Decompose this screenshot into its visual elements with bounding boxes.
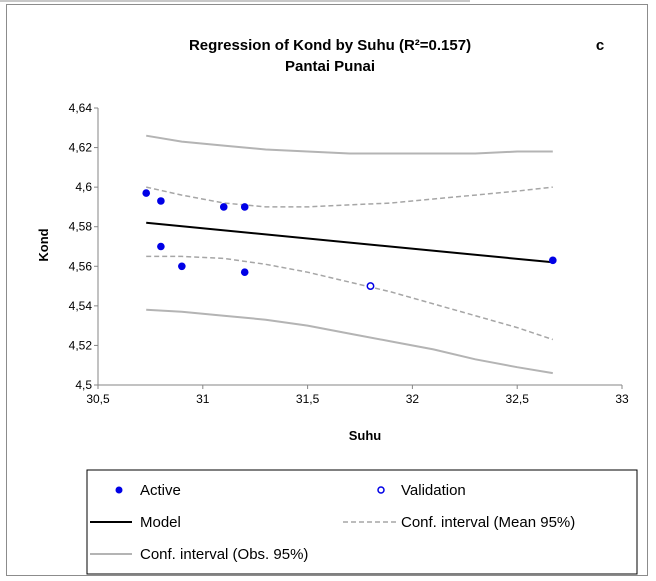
x-tick-label: 31 [196, 392, 210, 406]
y-tick-label: 4,54 [69, 299, 93, 313]
x-tick-label: 30,5 [86, 392, 110, 406]
x-tick-label: 32,5 [506, 392, 530, 406]
legend-model-label: Model [140, 514, 181, 531]
conf-mean-upper-line [146, 186, 553, 208]
model-line [146, 221, 553, 264]
x-tick-label: 33 [615, 392, 629, 406]
active-point [157, 197, 165, 205]
active-point [142, 189, 151, 197]
conf-mean-lower-line [146, 255, 554, 341]
legend-box [86, 469, 638, 575]
panel-letter: c [596, 37, 604, 54]
y-tick-label: 4,64 [69, 101, 93, 115]
top-rule [0, 0, 470, 2]
y-tick-label: 4,6 [75, 180, 92, 194]
y-tick-label: 4,56 [69, 259, 93, 273]
y-tick-label: 4,58 [69, 220, 93, 234]
legend-conf-obs-label: Conf. interval (Obs. 95%) [140, 546, 308, 563]
active-point [240, 268, 249, 277]
legend-validation-label: Validation [401, 482, 466, 499]
y-tick-label: 4,5 [75, 378, 92, 392]
active-point [178, 262, 186, 271]
y-tick-label: 4,62 [69, 141, 93, 155]
x-tick-label: 31,5 [296, 392, 320, 406]
active-point [240, 203, 249, 211]
active-point [157, 242, 165, 251]
x-tick-label: 32 [406, 392, 420, 406]
active-point [219, 203, 228, 211]
legend-active-marker [115, 486, 123, 494]
legend-conf-mean-label: Conf. interval (Mean 95%) [401, 514, 575, 531]
legend-active-label: Active [140, 482, 181, 499]
legend: Active Validation Model Conf. interval (… [86, 469, 638, 575]
y-tick-label: 4,52 [69, 338, 93, 352]
chart-title: Regression of Kond by Suhu (R²=0.157) [189, 37, 471, 54]
chart-frame [6, 4, 648, 576]
validation-point [366, 282, 375, 291]
active-point [549, 256, 557, 265]
conf-obs-lower-line [146, 308, 553, 375]
x-axis-label: Suhu [349, 428, 382, 443]
conf-obs-upper-line [146, 134, 553, 155]
plot-area: 4,5 4,52 4,54 4,56 4,58 4,6 4,62 4,64 30,5 31 31,5… [69, 101, 629, 406]
legend-validation-marker [377, 486, 385, 494]
chart-subtitle: Pantai Punai [285, 58, 375, 75]
y-axis-label: Kond [36, 228, 51, 261]
